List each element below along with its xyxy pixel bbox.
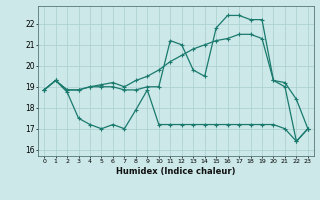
X-axis label: Humidex (Indice chaleur): Humidex (Indice chaleur) — [116, 167, 236, 176]
